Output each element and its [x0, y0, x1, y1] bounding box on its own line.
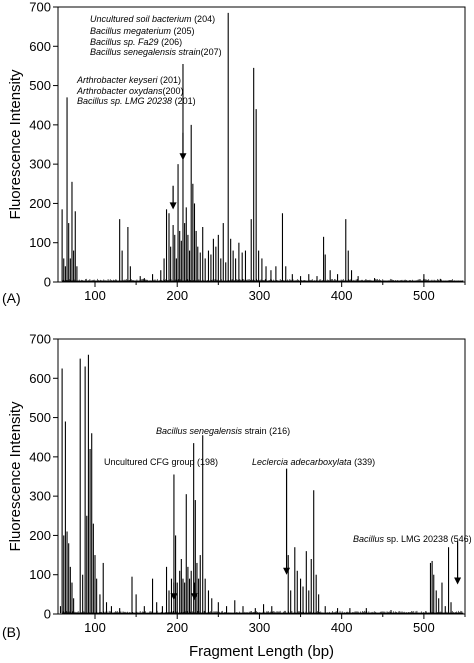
- y-tick-label: 400: [29, 449, 51, 464]
- annotation-count: sp. LMG 20238 (546): [387, 534, 472, 544]
- annotation-species: Arthrobacter keyseri: [76, 75, 159, 85]
- x-tick-label: 400: [331, 620, 353, 635]
- x-tick-label: 300: [249, 620, 271, 635]
- x-tick-label: 100: [84, 288, 106, 303]
- panel-b-y-axis-label: Fluorescence Intensity: [7, 401, 24, 552]
- panel-a-x-ticks: 100 200 300 400 500: [84, 282, 466, 303]
- annotation-arthrobacter-keyseri: Arthrobacter keyseri (201): [76, 75, 181, 85]
- panel-a-annotations: Uncultured soil bacterium (204) Bacillus…: [76, 14, 222, 106]
- annotation-count: (200): [163, 86, 184, 96]
- y-tick-label: 0: [44, 607, 51, 622]
- y-tick-label: 700: [29, 332, 51, 347]
- annotation-count: (206): [161, 37, 182, 47]
- panel-b-annotations: Bacillus senegalensis strain (216) Uncul…: [104, 426, 472, 544]
- annotation-count: (205): [174, 26, 195, 36]
- annotation-count: (201): [160, 75, 181, 85]
- panel-a-trace: [61, 12, 464, 282]
- annotation-species: Bacillus senegalensis: [156, 426, 243, 436]
- y-tick-label: 0: [44, 275, 51, 290]
- x-tick-label: 300: [249, 288, 271, 303]
- annotation-arrow-head: [179, 153, 187, 161]
- x-tick-label: 400: [331, 288, 353, 303]
- annotation-species: Uncultured soil bacterium: [90, 14, 192, 24]
- y-tick-label: 500: [29, 410, 51, 425]
- x-tick-label: 200: [166, 620, 188, 635]
- panel-a-plot-frame: [57, 6, 466, 283]
- panel-b-x-axis-label: Fragment Length (bp): [189, 643, 334, 660]
- y-tick-label: 500: [29, 78, 51, 93]
- panel-b-x-ticks: 100 200 300 400 500: [84, 614, 466, 635]
- annotation-bacillus-lmg-20238: Bacillus sp. LMG 20238 (201): [77, 96, 196, 106]
- annotation-arthrobacter-oxydans: Arthrobacter oxydans(200): [76, 86, 184, 96]
- panel-a-label: (A): [2, 290, 21, 306]
- annotation-bacillus-megaterium: Bacillus megaterium (205): [90, 26, 195, 36]
- y-tick-label: 300: [29, 489, 51, 504]
- panel-a-y-ticks: 0 100 200 300 400 500 600 700: [29, 0, 58, 290]
- panel-b-arrows: [170, 468, 462, 601]
- annotation-bacillus-senegalensis: Bacillus senegalensis strain(207): [90, 47, 222, 57]
- y-tick-label: 100: [29, 567, 51, 582]
- annotation-bacillus-fa29: Bacillus sp. Fa29 (206): [90, 37, 182, 47]
- y-tick-label: 700: [29, 0, 51, 15]
- y-tick-label: 400: [29, 117, 51, 132]
- annotation-species: Leclercia adecarboxylata: [252, 457, 352, 467]
- y-tick-label: 600: [29, 371, 51, 386]
- panel-b-label: (B): [2, 624, 21, 640]
- annotation-count: Uncultured CFG group (198): [104, 457, 218, 467]
- annotation-count: (339): [354, 457, 375, 467]
- annotation-count: strain (216): [245, 426, 291, 436]
- annotation-arrow-head: [170, 593, 178, 601]
- annotation-species: Bacillus sp. Fa29: [90, 37, 159, 47]
- annotation-bacillus-senegalensis-strain: Bacillus senegalensis strain (216): [156, 426, 290, 436]
- y-tick-label: 600: [29, 39, 51, 54]
- annotation-uncultured-soil-bacterium: Uncultured soil bacterium (204): [90, 14, 215, 24]
- annotation-species: Bacillus sp. LMG 20238: [77, 96, 172, 106]
- panel-a: 0 100 200 300 400 500 600 700 100 200 300 400 500 F…: [2, 0, 466, 306]
- panel-b-y-ticks: 0 100 200 300 400 500 600 700: [29, 332, 58, 622]
- annotation-species: Arthrobacter oxydans: [76, 86, 163, 96]
- x-tick-label: 500: [413, 288, 435, 303]
- y-tick-label: 300: [29, 157, 51, 172]
- annotation-count: (207): [201, 47, 222, 57]
- y-tick-label: 100: [29, 235, 51, 250]
- panel-b: 0 100 200 300 400 500 600 700 100 200 300 400 500 F…: [2, 332, 472, 661]
- y-tick-label: 200: [29, 528, 51, 543]
- x-tick-label: 100: [84, 620, 106, 635]
- annotation-leclercia-adecarboxylata: Leclercia adecarboxylata (339): [252, 457, 375, 467]
- x-tick-label: 200: [166, 288, 188, 303]
- annotation-count: (204): [194, 14, 215, 24]
- annotation-arrow-head: [454, 577, 462, 585]
- panel-a-y-axis-label: Fluorescence Intensity: [7, 69, 24, 220]
- annotation-species: Bacillus senegalensis strain: [90, 47, 201, 57]
- x-tick-label: 500: [413, 620, 435, 635]
- annotation-species: Bacillus megaterium: [90, 26, 172, 36]
- annotation-species: Bacillus: [353, 534, 385, 544]
- annotation-arrow-head: [190, 593, 198, 601]
- annotation-bacillus-lmg-20238-546: Bacillus sp. LMG 20238 (546): [353, 534, 472, 544]
- annotation-uncultured-cfg-group: Uncultured CFG group (198): [104, 457, 218, 467]
- annotation-arrow-head: [283, 567, 291, 575]
- panel-b-plot-frame: [57, 338, 466, 615]
- annotation-arrow-head: [169, 202, 177, 210]
- panel-a-arrows: [169, 132, 187, 210]
- panel-b-trace: [59, 354, 464, 614]
- y-tick-label: 200: [29, 196, 51, 211]
- annotation-count: (201): [175, 96, 196, 106]
